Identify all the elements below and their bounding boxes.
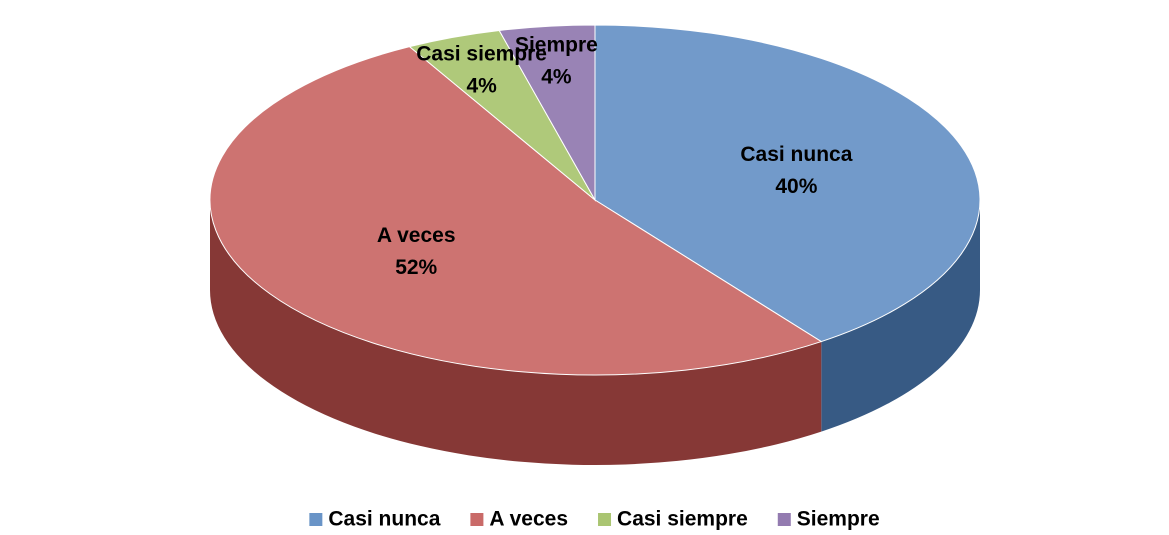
- legend-swatch: [598, 513, 612, 526]
- legend-swatch: [777, 513, 791, 526]
- pie-slice: [498, 24, 596, 202]
- data-label-category: A veces: [377, 224, 456, 247]
- legend-label: Siempre: [797, 508, 880, 531]
- pie-sides: [209, 200, 980, 465]
- legend-swatch: [470, 513, 484, 526]
- pie-tops: [209, 24, 981, 376]
- data-label-value: 52%: [395, 256, 437, 279]
- pie-slice: [594, 24, 981, 343]
- legend-label: Casi nunca: [328, 508, 440, 531]
- legend: Casi nunca A veces Casi siempre Siempre: [309, 508, 880, 531]
- pie-slice: [209, 46, 823, 376]
- legend-swatch: [309, 513, 323, 526]
- legend-label: A veces: [489, 508, 568, 531]
- data-label-value: 40%: [775, 175, 817, 198]
- data-label-value: 4%: [466, 74, 497, 97]
- legend-label: Casi siempre: [617, 508, 748, 531]
- data-label-category: Casi siempre: [416, 42, 547, 65]
- data-label-category: Casi nunca: [740, 143, 852, 166]
- pie-side: [209, 200, 822, 465]
- pie-side: [821, 200, 980, 432]
- data-label-category: Siempre: [515, 34, 598, 57]
- data-label-value: 4%: [541, 66, 572, 89]
